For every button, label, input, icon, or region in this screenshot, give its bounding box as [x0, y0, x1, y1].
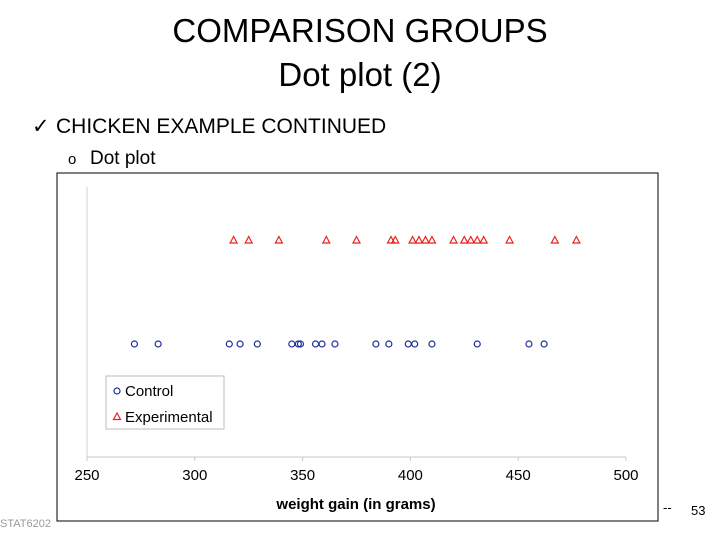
slide-subtitle: Dot plot (2) — [278, 56, 442, 93]
experimental-point — [550, 235, 560, 244]
experimental-point — [427, 235, 437, 244]
footer-mark: -- — [663, 500, 672, 515]
circle-bullet-icon: o — [68, 151, 77, 168]
bullet-chicken-example: ✓ CHICKEN EXAMPLE CONTINUED — [32, 114, 386, 139]
experimental-point — [386, 235, 396, 244]
control-point — [130, 340, 139, 348]
control-point — [253, 340, 261, 348]
bullet-dot-plot: o Dot plot — [68, 148, 155, 170]
x-tick-label: 300 — [182, 467, 207, 484]
legend-box — [105, 375, 225, 430]
bullet-text: CHICKEN EXAMPLE CONTINUED — [56, 115, 387, 138]
page-number: 53 — [691, 503, 706, 518]
control-point — [411, 340, 419, 348]
control-point — [525, 340, 533, 348]
experimental-point — [229, 235, 239, 244]
experimental-point — [472, 235, 482, 244]
x-tick-label: 450 — [506, 467, 531, 484]
control-point — [473, 340, 481, 348]
legend-label-experimental: Experimental — [125, 409, 213, 426]
experimental-point — [390, 235, 400, 244]
control-point — [331, 340, 339, 348]
control-point — [294, 340, 302, 348]
experimental-point — [351, 235, 362, 244]
x-tick-label: 350 — [290, 467, 315, 484]
x-axis-label: weight gain (in grams) — [275, 496, 435, 513]
experimental-point — [274, 235, 284, 244]
experimental-point — [321, 235, 331, 244]
control-point — [225, 340, 233, 348]
checkmark-icon: ✓ — [32, 115, 50, 138]
experimental-point — [459, 235, 469, 244]
bullet-text: Dot plot — [90, 148, 156, 169]
control-point — [318, 340, 326, 348]
footer-course-code: STAT6202 — [0, 518, 51, 530]
legend-triangle-icon — [112, 411, 122, 421]
control-point — [236, 340, 244, 348]
slide-title: COMPARISON GROUPS — [172, 12, 548, 49]
experimental-point — [571, 235, 581, 244]
control-point — [428, 340, 436, 348]
control-point — [154, 340, 162, 348]
x-tick-label: 400 — [398, 467, 423, 484]
experimental-point — [466, 235, 476, 244]
control-point — [385, 340, 393, 348]
experimental-point — [244, 235, 254, 244]
experimental-point — [449, 235, 459, 244]
experimental-point — [505, 235, 515, 244]
experimental-point — [420, 235, 430, 244]
experimental-point — [479, 235, 489, 244]
legend-circle-icon — [113, 387, 121, 395]
control-point — [296, 340, 305, 348]
x-tick-label: 250 — [74, 467, 99, 484]
legend: Control Experimental — [105, 375, 225, 430]
x-tick-label: 500 — [613, 467, 638, 484]
experimental-point — [414, 235, 424, 244]
legend-label-control: Control — [125, 383, 173, 400]
experimental-point — [408, 235, 418, 244]
control-point — [372, 340, 380, 348]
control-point — [540, 340, 548, 348]
